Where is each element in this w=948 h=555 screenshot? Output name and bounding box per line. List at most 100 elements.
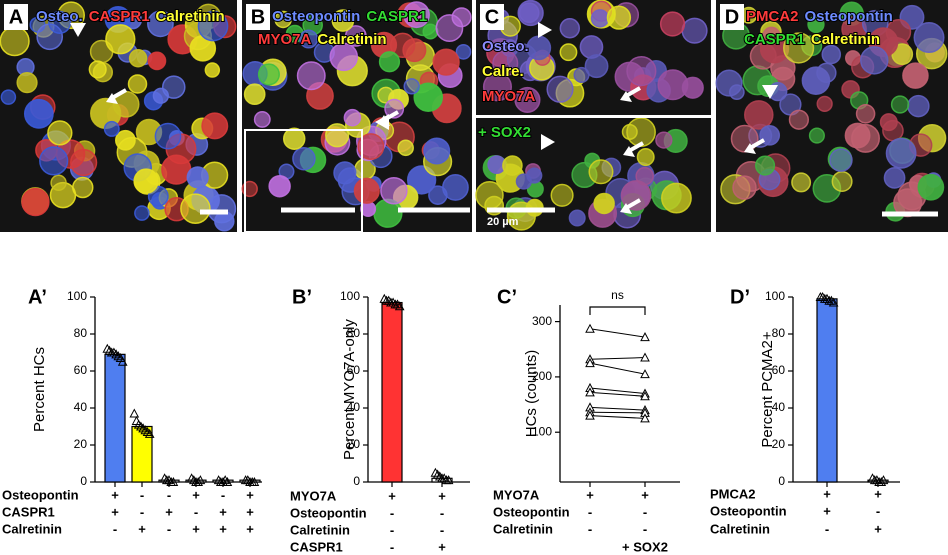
cell [333,161,357,185]
data-point [388,297,398,307]
pair-line [589,406,646,411]
panel-letter: D [725,6,739,28]
arrow [625,86,641,98]
cell [21,187,50,217]
data-point [817,291,828,301]
condition-sign: - [440,522,444,537]
condition-sign: + [641,487,649,502]
y-tick-label: 40 [772,400,786,414]
cell [413,82,444,113]
pair-line [589,411,646,414]
pair-line [589,362,646,375]
cell [0,89,17,105]
cell [626,55,657,87]
condition-sign: + [111,504,119,519]
cell [791,172,812,193]
cell [353,177,380,204]
panel-letter-box [480,4,504,30]
condition-label: Osteopontin [493,504,570,519]
y-tick-label: 20 [74,437,88,451]
cell [913,22,945,54]
stain-label: MYO7A [258,31,312,48]
panel-letter-box [720,4,744,30]
stain-labels: Osteo. CASPR1 Calretinin [36,8,225,25]
cell [128,49,148,68]
condition-note: + SOX2 [622,539,668,554]
condition-label: Calretinin [710,521,770,536]
data-point [640,352,650,362]
chart: A’ Percent HCs 0 20 40 60 80 100 Osteopontin + - - +… [2,286,262,536]
cell [455,44,472,60]
cell [296,61,326,91]
arrow [383,110,399,122]
arrowhead [538,22,552,38]
condition-label: MYO7A [493,487,540,502]
cell [201,112,229,140]
stain-label: + SOX2 [478,124,531,141]
data-point [432,469,443,479]
stain-labels: + SOX2 [478,124,531,141]
cell [134,205,150,221]
cell [268,174,291,198]
cell [621,123,638,140]
data-point [439,473,450,483]
panel-letter: B [251,6,265,28]
condition-label: CASPR1 [2,504,55,519]
cell [879,113,898,132]
condition-sign: + [192,487,200,502]
condition-sign: + [388,488,396,503]
cell [526,167,543,184]
data-point [140,425,151,435]
cell [147,10,174,38]
panel-letter: D’ [730,286,750,308]
condition-sign: - [167,521,171,536]
panel-letter: B’ [292,286,312,308]
condition-sign: - [113,521,117,536]
condition-sign: - [221,487,225,502]
data-point [379,293,390,303]
cell [559,43,578,62]
cell [88,60,107,79]
cell [442,174,469,201]
data-point [585,358,595,368]
data-point [213,475,224,485]
data-point [138,423,148,433]
cell [403,1,430,29]
cell [39,146,69,176]
y-tick-label: 100 [340,289,360,303]
y-axis-label: Percent MYO7A-only [341,319,358,460]
y-tick-label: 20 [347,437,361,451]
y-tick-label: 80 [74,326,88,340]
cell [590,9,610,28]
data-point [109,347,119,357]
cell [514,86,541,113]
arrow-head [620,91,632,102]
y-tick-label: 40 [347,400,361,414]
stain-label: Calretinin [317,31,386,48]
stain-labels: MYO7A Calretinin [258,31,387,48]
condition-label: Osteopontin [710,503,787,518]
bar [104,353,126,483]
y-axis-label: HCs (counts) [523,350,540,438]
data-point [164,475,174,485]
cell [180,193,211,224]
charts: A’ Percent HCs 0 20 40 60 80 100 Osteopontin + - - +… [2,286,900,554]
condition-label: Osteopontin [2,487,79,502]
y-tick-label: 20 [772,437,786,451]
image-panels: A Osteo. CASPR1 Calretinin B Osteopontin CASPR… [0,0,948,233]
cell [885,137,917,169]
cell [48,10,72,35]
data-point [195,475,206,485]
cell [292,146,316,171]
cell [492,50,519,77]
data-point [876,476,887,486]
cell [243,83,266,106]
condition-sign: - [390,539,394,554]
data-point [443,475,454,485]
data-point [117,356,128,366]
panel-letter-box [4,4,28,30]
pair-line [589,415,646,419]
cell [661,182,692,214]
cell [783,32,815,64]
y-tick-label: 0 [80,474,87,488]
